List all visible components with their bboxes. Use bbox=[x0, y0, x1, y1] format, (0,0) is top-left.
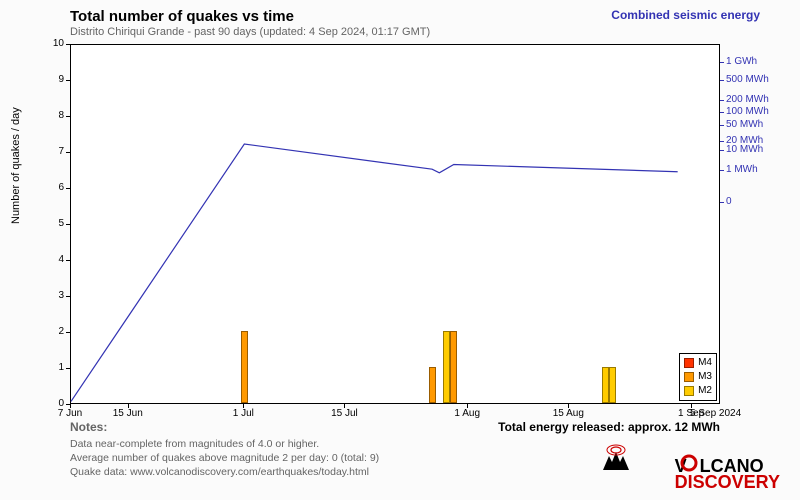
logo-text: VLCANO DISCOVERY bbox=[675, 458, 780, 490]
legend-row: M3 bbox=[684, 370, 712, 384]
ytick-right: 10 MWh bbox=[726, 144, 763, 155]
chart-subtitle: Distrito Chiriqui Grande - past 90 days … bbox=[70, 26, 430, 38]
energy-line-label: Combined seismic energy bbox=[611, 8, 760, 22]
ytick-left: 4 bbox=[44, 254, 64, 265]
xtick: 15 Aug bbox=[553, 408, 584, 419]
ytick-left: 10 bbox=[44, 38, 64, 49]
volcano-discovery-logo: VLCANO DISCOVERY bbox=[590, 448, 780, 490]
legend-row: M2 bbox=[684, 384, 712, 398]
left-axis-label: Number of quakes / day bbox=[10, 107, 22, 224]
ytick-left: 8 bbox=[44, 110, 64, 121]
legend-swatch bbox=[684, 358, 694, 368]
note-line-0: Data near-complete from magnitudes of 4.… bbox=[70, 438, 319, 450]
chart-title: Total number of quakes vs time bbox=[70, 8, 294, 25]
ytick-left: 2 bbox=[44, 326, 64, 337]
quake-bar bbox=[429, 367, 436, 403]
ytick-left: 9 bbox=[44, 74, 64, 85]
legend-label: M2 bbox=[698, 384, 712, 398]
xtick: 15 Jun bbox=[113, 408, 143, 419]
xtick: 15 Jul bbox=[331, 408, 358, 419]
total-energy-label: Total energy released: approx. 12 MWh bbox=[498, 420, 720, 434]
notes-title: Notes: bbox=[70, 420, 107, 434]
plot-area: M4M3M2 bbox=[70, 44, 720, 404]
plot-svg bbox=[71, 45, 721, 405]
ytick-left: 1 bbox=[44, 362, 64, 373]
quake-bar bbox=[241, 331, 248, 403]
ytick-right: 0 bbox=[726, 196, 732, 207]
legend-swatch bbox=[684, 386, 694, 396]
quake-bar bbox=[602, 367, 609, 403]
note-line-1: Average number of quakes above magnitude… bbox=[70, 452, 379, 464]
legend-row: M4 bbox=[684, 356, 712, 370]
xtick: 7 Jun bbox=[58, 408, 82, 419]
legend-swatch bbox=[684, 372, 694, 382]
ytick-right: 200 MWh bbox=[726, 94, 769, 105]
energy-line bbox=[71, 144, 678, 401]
chart-container: Total number of quakes vs time Distrito … bbox=[0, 0, 800, 500]
ytick-left: 5 bbox=[44, 218, 64, 229]
xtick: 1 Jul bbox=[233, 408, 254, 419]
ytick-right: 100 MWh bbox=[726, 106, 769, 117]
ytick-left: 3 bbox=[44, 290, 64, 301]
ytick-right: 500 MWh bbox=[726, 74, 769, 85]
legend-label: M4 bbox=[698, 356, 712, 370]
ytick-right: 50 MWh bbox=[726, 119, 763, 130]
xtick-end: 5 Sep 2024 bbox=[690, 408, 741, 419]
ytick-right: 1 MWh bbox=[726, 164, 758, 175]
quake-bar bbox=[450, 331, 457, 403]
ytick-left: 6 bbox=[44, 182, 64, 193]
ytick-left: 7 bbox=[44, 146, 64, 157]
ytick-right: 1 GWh bbox=[726, 56, 757, 67]
magnitude-legend: M4M3M2 bbox=[679, 353, 717, 401]
note-line-2: Quake data: www.volcanodiscovery.com/ear… bbox=[70, 466, 369, 478]
quake-bar bbox=[443, 331, 450, 403]
xtick: 1 Aug bbox=[454, 408, 480, 419]
quake-bar bbox=[609, 367, 616, 403]
legend-label: M3 bbox=[698, 370, 712, 384]
